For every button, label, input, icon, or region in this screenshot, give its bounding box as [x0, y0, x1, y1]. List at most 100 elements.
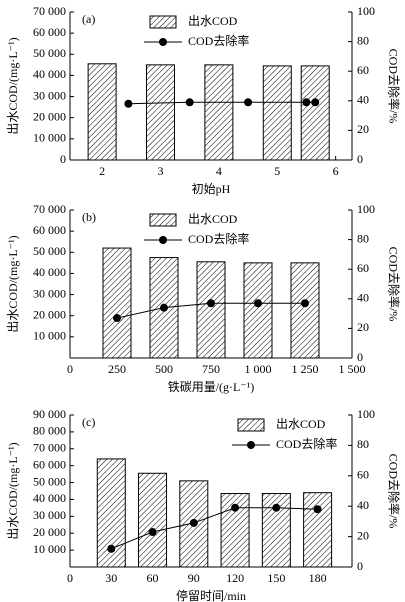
y-tick-label: 50 000: [33, 244, 66, 258]
panel-label: (a): [82, 12, 95, 26]
bar: [261, 493, 291, 568]
x-tick-label: 120: [226, 571, 244, 585]
y-axis-title: 出水COD/(mg·L⁻¹): [6, 37, 20, 134]
y-tick-label: 50 000: [33, 474, 66, 488]
y-tick-label: 70 000: [33, 202, 66, 216]
point: [189, 518, 198, 527]
legend-label: 出水COD: [276, 417, 326, 431]
panel: 0 10 000 20 000 30 000 40 000 50 000 60 000 70 …: [6, 4, 402, 196]
point: [311, 98, 320, 107]
line: [111, 507, 318, 550]
legend-marker: [159, 38, 167, 46]
legend-swatch: [237, 418, 265, 432]
bar: [87, 63, 117, 161]
y-tick-label: 0: [60, 152, 66, 166]
y-tick-label: 20 000: [33, 525, 66, 539]
legend-swatch: [149, 213, 177, 227]
legend-label: COD去除率: [276, 436, 337, 451]
bar: [179, 480, 209, 568]
y2-tick-label: 100: [357, 407, 375, 421]
point: [124, 99, 133, 108]
x-axis-title: 铁碳用量/(g·L⁻¹): [168, 380, 255, 394]
y-tick-label: 50 000: [33, 46, 66, 60]
y2-tick-label: 60: [357, 468, 369, 482]
y2-tick-label: 20: [357, 122, 369, 136]
bar: [196, 261, 226, 359]
y-tick-label: 40 000: [33, 265, 66, 279]
y2-tick-label: 0: [357, 350, 363, 364]
x-tick-label: 0: [67, 362, 73, 376]
bar: [204, 64, 234, 161]
y-tick-label: 60 000: [33, 457, 66, 471]
panel-label: (c): [82, 415, 95, 429]
point: [107, 544, 116, 553]
point: [185, 98, 194, 107]
y2-tick-label: 80: [357, 33, 369, 47]
y2-tick-label: 0: [357, 559, 363, 573]
y-tick-label: 70 000: [33, 4, 66, 18]
y2-tick-label: 80: [357, 231, 369, 245]
point: [207, 299, 215, 308]
y2-axis-title: COD去除率/%: [386, 454, 401, 529]
point: [301, 299, 309, 308]
y-tick-label: 10 000: [33, 329, 66, 343]
y-axis-title: 出水COD/(mg·L⁻¹): [6, 442, 20, 539]
x-tick-label: 250: [108, 362, 126, 376]
point: [272, 503, 281, 512]
y2-tick-label: 60: [357, 63, 369, 77]
x-tick-label: 1 000: [245, 362, 272, 376]
point: [254, 299, 262, 308]
y2-tick-label: 40: [357, 498, 369, 512]
y-tick-label: 60 000: [33, 25, 66, 39]
legend-marker: [159, 236, 167, 244]
x-tick-label: 3: [157, 164, 163, 178]
y-tick-label: 40 000: [33, 491, 66, 505]
y2-tick-label: 100: [357, 202, 375, 216]
point: [231, 503, 240, 512]
x-tick-label: 750: [202, 362, 220, 376]
panel: 10 000 20 000 30 000 40 000 50 000 60 000 70 0…: [6, 407, 402, 602]
x-tick-label: 6: [333, 164, 339, 178]
bar: [262, 65, 292, 161]
y2-tick-label: 0: [357, 152, 363, 166]
point: [113, 314, 121, 323]
point: [313, 505, 322, 514]
y2-tick-label: 20: [357, 528, 369, 542]
y2-tick-label: 20: [357, 320, 369, 334]
y-tick-label: 40 000: [33, 67, 66, 81]
legend-label: COD去除率: [188, 231, 249, 246]
y-tick-label: 30 000: [33, 88, 66, 102]
x-tick-label: 0: [67, 571, 73, 585]
y-tick-label: 60 000: [33, 223, 66, 237]
x-axis-title: 停留时间/min: [176, 588, 246, 602]
bar: [102, 247, 132, 359]
legend-label: 出水COD: [188, 14, 238, 28]
y-tick-label: 70 000: [33, 441, 66, 455]
y-tick-label: 90 000: [33, 407, 66, 421]
y-tick-label: 30 000: [33, 286, 66, 300]
x-tick-label: 90: [188, 571, 200, 585]
bar: [290, 262, 320, 359]
legend-swatch: [149, 15, 177, 29]
x-tick-label: 2: [99, 164, 105, 178]
y-axis-title: 出水COD/(mg·L⁻¹): [6, 235, 20, 332]
bar: [145, 64, 175, 161]
bar: [243, 262, 273, 359]
x-tick-label: 500: [155, 362, 173, 376]
y2-tick-label: 60: [357, 261, 369, 275]
y2-tick-label: 80: [357, 437, 369, 451]
bar: [303, 492, 333, 568]
bar: [220, 493, 250, 568]
point: [148, 528, 157, 537]
x-tick-label: 180: [309, 571, 327, 585]
panel-label: (b): [82, 210, 96, 224]
bar: [300, 65, 330, 161]
x-tick-label: 1 250: [292, 362, 319, 376]
x-tick-label: 5: [274, 164, 280, 178]
point: [244, 98, 253, 107]
y2-tick-label: 100: [357, 4, 375, 18]
y-tick-label: 30 000: [33, 508, 66, 522]
bar: [138, 472, 168, 568]
legend-label: COD去除率: [188, 33, 249, 48]
